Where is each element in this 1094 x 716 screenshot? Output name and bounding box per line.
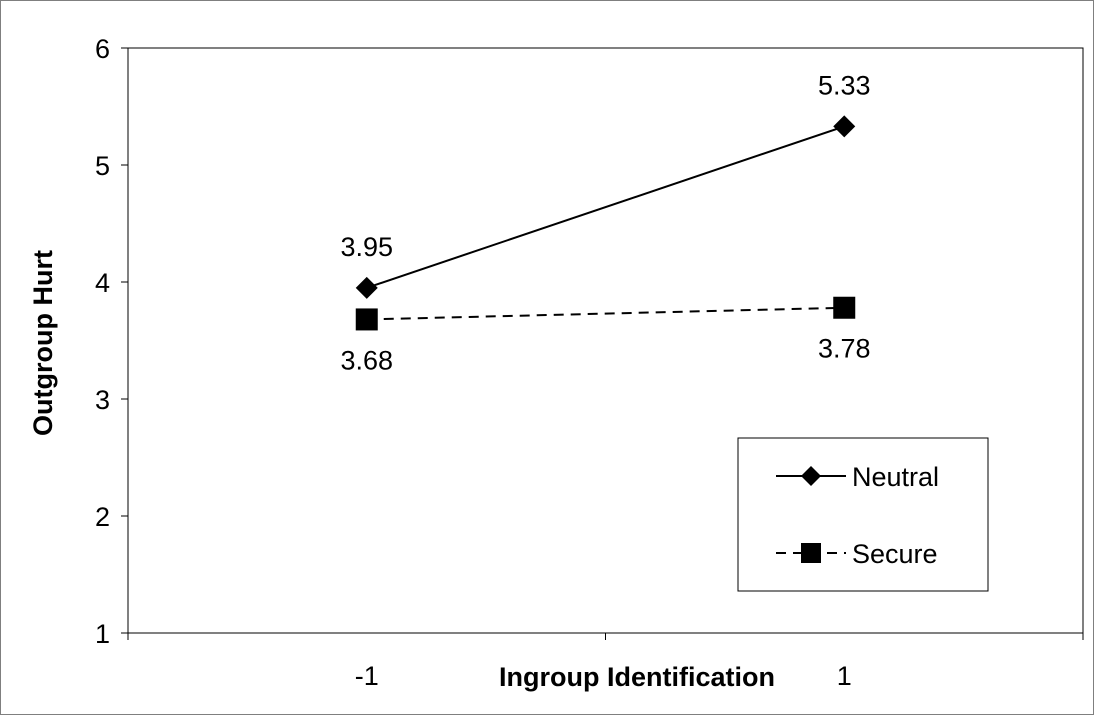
x-axis-ticks: -1 1 xyxy=(127,633,1084,691)
data-label-secure: 3.68 xyxy=(340,345,393,375)
data-point-neutral xyxy=(355,276,378,299)
y-tick-label: 3 xyxy=(95,385,110,415)
data-point-neutral xyxy=(833,115,856,138)
legend-item-secure: Secure xyxy=(776,539,938,569)
legend-neutral-label: Neutral xyxy=(852,462,939,492)
y-tick-label: 6 xyxy=(95,34,110,64)
legend-secure-square-icon xyxy=(801,543,821,563)
legend: Neutral Secure xyxy=(737,437,989,592)
series-line-secure xyxy=(366,306,845,321)
y-tick-label: 5 xyxy=(95,151,110,181)
legend-item-neutral: Neutral xyxy=(776,462,939,492)
data-label-neutral: 3.95 xyxy=(340,232,393,262)
legend-box xyxy=(737,437,989,592)
data-label-secure: 3.78 xyxy=(818,334,871,364)
y-tick-label: 4 xyxy=(95,268,110,298)
data-point-secure xyxy=(355,308,378,331)
y-tick-label: 1 xyxy=(95,619,110,649)
data-label-neutral: 5.33 xyxy=(818,70,871,100)
x-tick-label: -1 xyxy=(355,661,379,691)
series-line-neutral xyxy=(366,125,845,289)
y-axis-ticks: 1 2 3 4 5 6 xyxy=(95,34,128,649)
x-axis-title: Ingroup Identification xyxy=(499,662,775,692)
data-point-secure xyxy=(833,296,856,319)
x-tick-label: 1 xyxy=(837,661,852,691)
y-axis-title: Outgroup Hurt xyxy=(28,250,58,436)
series-layer xyxy=(355,115,856,331)
data-labels-layer: 3.95 5.33 3.68 3.78 xyxy=(340,70,870,375)
y-tick-label: 2 xyxy=(95,502,110,532)
legend-neutral-diamond-icon xyxy=(801,466,821,486)
legend-secure-label: Secure xyxy=(852,539,938,569)
